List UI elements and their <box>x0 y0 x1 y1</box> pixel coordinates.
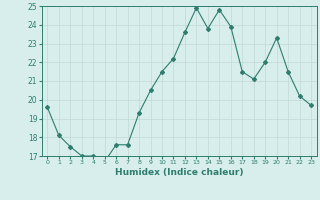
X-axis label: Humidex (Indice chaleur): Humidex (Indice chaleur) <box>115 168 244 177</box>
